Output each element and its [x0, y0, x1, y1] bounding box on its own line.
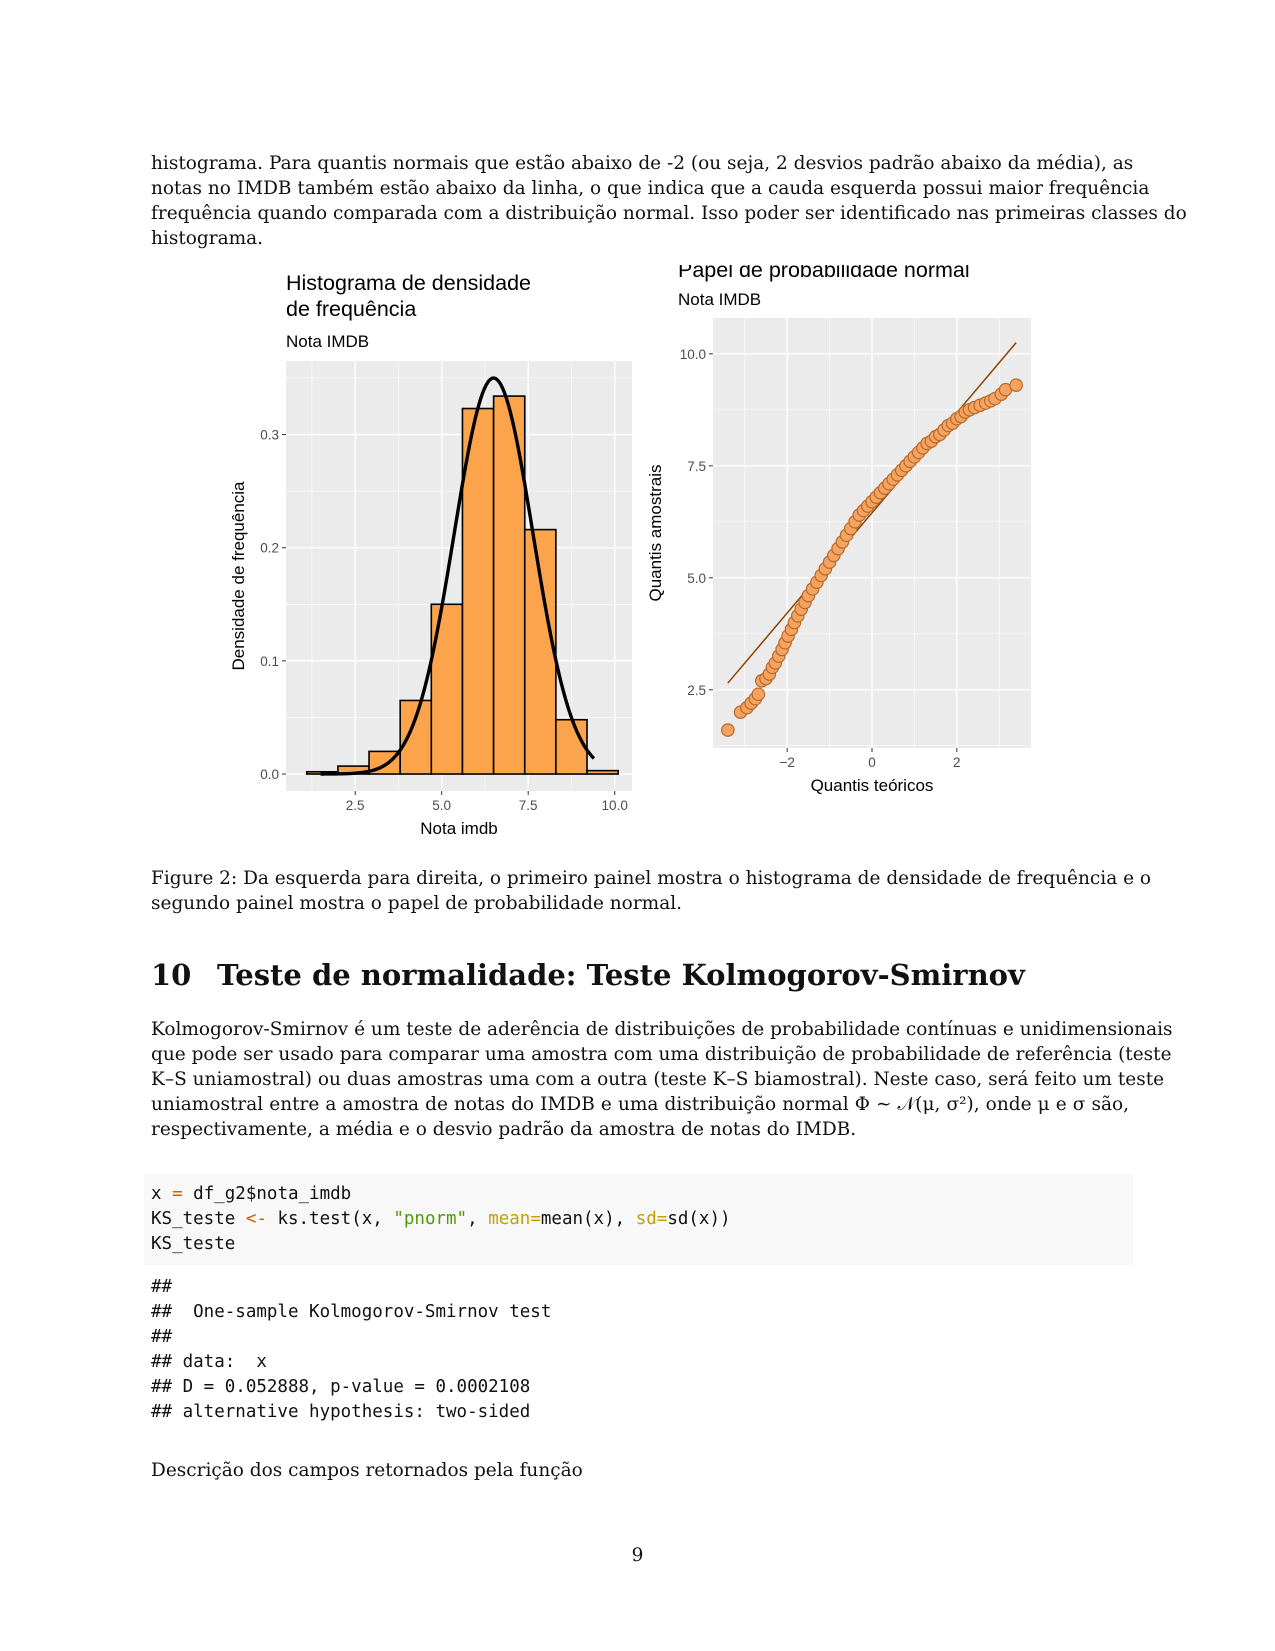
histogram-y-tick-label: 0.2: [260, 541, 279, 556]
histogram-bar: [555, 718, 588, 775]
figure-caption: Figure 2: Da esquerda para direita, o pr…: [151, 866, 1152, 916]
histogram-x-axis-label: Nota imdb: [420, 819, 497, 838]
qq-point: [721, 723, 735, 737]
body-line: uniamostral entre a amostra de notas do …: [151, 1094, 1129, 1115]
intro-paragraph: histograma. Para quantis normais que est…: [151, 151, 1187, 251]
intro-line: frequência quando comparada com a distri…: [151, 203, 1187, 224]
output-line: ##: [151, 1277, 173, 1297]
qq-reference-line: [727, 342, 1017, 684]
histogram-x-tick-label: 5.0: [432, 798, 451, 813]
output-line: ##: [151, 1327, 173, 1347]
histogram-y-axis-label: Densidade de frequência: [229, 481, 248, 671]
histogram-bar: [461, 407, 495, 775]
normal-density-curve: [320, 376, 596, 776]
code-block: x = df_g2$nota_imdb KS_teste <- ks.test(…: [144, 1174, 1133, 1265]
histogram-subtitle: Nota IMDB: [286, 332, 369, 351]
qq-x-tick-label: −2: [779, 755, 794, 770]
output-line: ## data: x: [151, 1352, 267, 1372]
qq-y-tick-label: 7.5: [687, 459, 706, 474]
body-line: que pode ser usado para comparar uma amo…: [151, 1044, 1172, 1065]
qq-y-axis-label: Quantis amostrais: [646, 465, 665, 602]
caption-line: segundo painel mostra o papel de probabi…: [151, 893, 683, 914]
intro-line: notas no IMDB também estão abaixo da lin…: [151, 178, 1150, 199]
qq-point: [751, 687, 766, 702]
output-line: ## D = 0.052888, p-value = 0.0002108: [151, 1377, 531, 1397]
code-line: KS_teste: [151, 1234, 236, 1254]
body-line: respectivamente, a média e o desvio padr…: [151, 1119, 857, 1140]
histogram-bar: [586, 769, 619, 775]
histogram-x-tick-label: 2.5: [346, 798, 365, 813]
histogram-bar: [492, 395, 526, 775]
qq-x-tick-label: 2: [953, 755, 961, 770]
histogram-y-tick-label: 0.3: [260, 428, 279, 443]
body-paragraph: Kolmogorov-Smirnov é um teste de aderênc…: [151, 1017, 1173, 1142]
histogram-x-tick-label: 7.5: [519, 798, 538, 813]
section-heading: 10 Teste de normalidade: Teste Kolmogorov…: [151, 958, 1025, 992]
qq-x-tick-label: 0: [868, 755, 876, 770]
qq-title: Papel de probabilidade normal: [678, 265, 970, 282]
code-line: x = df_g2$nota_imdb: [151, 1184, 352, 1204]
page-number: 9: [631, 1545, 644, 1566]
body-line: Kolmogorov-Smirnov é um teste de aderênc…: [151, 1019, 1173, 1040]
intro-line: histograma.: [151, 228, 264, 249]
section-title-text: Teste de normalidade: Teste Kolmogorov-S…: [217, 958, 1025, 992]
histogram-title: Histograma de densidade: [286, 271, 531, 295]
qq-x-axis-label: Quantis teóricos: [811, 776, 934, 795]
trailing-text: Descrição dos campos retornados pela fun…: [151, 1460, 583, 1481]
section-number: 10: [151, 958, 192, 992]
histogram-y-tick-label: 0.0: [260, 767, 279, 782]
code-line: KS_teste <- ks.test(x, "pnorm", mean=mea…: [151, 1209, 731, 1229]
caption-line: Figure 2: Da esquerda para direita, o pr…: [151, 868, 1152, 889]
intro-line: histograma. Para quantis normais que est…: [151, 153, 1134, 174]
output-line: ## One-sample Kolmogorov-Smirnov test: [151, 1302, 552, 1322]
histogram-x-tick-label: 10.0: [602, 798, 628, 813]
histogram-bar: [399, 699, 433, 775]
qq-y-tick-label: 10.0: [680, 347, 706, 362]
body-line: K–S uniamostral) ou duas amostras uma co…: [151, 1069, 1165, 1090]
histogram-y-tick-label: 0.1: [260, 654, 279, 669]
qq-subtitle: Nota IMDB: [678, 290, 761, 309]
qq-point: [1009, 378, 1023, 392]
histogram-title: de frequência: [286, 297, 416, 321]
code-output: ## ## One-sample Kolmogorov-Smirnov test…: [151, 1275, 551, 1425]
histogram-bar: [523, 528, 557, 775]
qq-y-tick-label: 2.5: [687, 683, 706, 698]
qq-y-tick-label: 5.0: [687, 571, 706, 586]
output-line: ## alternative hypothesis: two-sided: [151, 1402, 531, 1422]
